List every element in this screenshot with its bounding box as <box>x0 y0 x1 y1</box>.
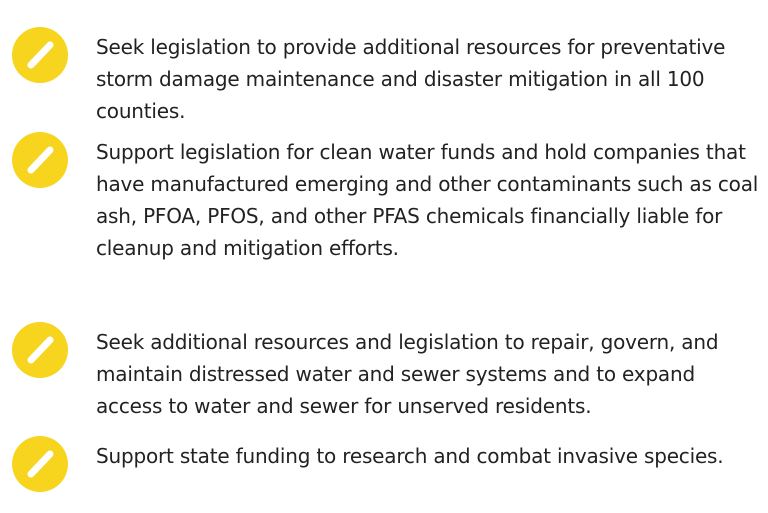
item-text: Support state funding to research and co… <box>96 444 724 468</box>
check-icon <box>12 436 68 492</box>
item-text: Seek additional resources and legislatio… <box>96 330 719 418</box>
check-icon <box>12 27 68 83</box>
item-text: Support legislation for clean water fund… <box>96 140 759 260</box>
check-icon <box>12 322 68 378</box>
item-text: Seek legislation to provide additional r… <box>96 35 726 123</box>
check-icon <box>12 132 68 188</box>
